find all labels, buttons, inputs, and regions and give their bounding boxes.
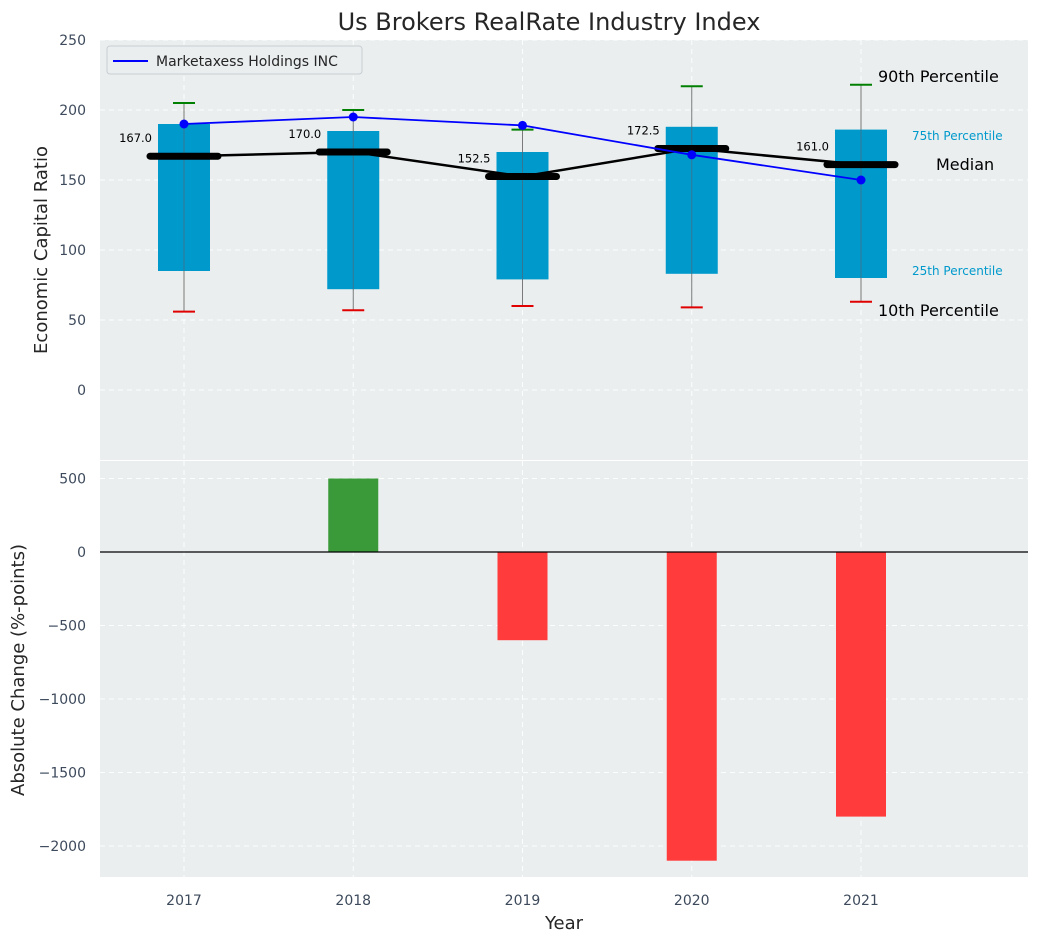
annotation-25th-percentile: 25th Percentile xyxy=(912,264,1003,278)
change-bar xyxy=(328,478,379,552)
x-tick-label: 2019 xyxy=(505,893,541,909)
x-tick-label: 2018 xyxy=(335,893,371,909)
top-y-tick-label: 0 xyxy=(77,383,86,399)
median-value-label: 172.5 xyxy=(627,124,660,138)
bottom-plot-area xyxy=(100,461,1028,877)
bottom-panel: 500 0 −500 −1000 −1500 −2000 2017 2018 2019 2020… xyxy=(8,461,1028,934)
median-value-label: 167.0 xyxy=(119,131,152,145)
top-y-tick-label: 200 xyxy=(59,103,86,119)
bottom-y-tick-label: −1000 xyxy=(39,692,86,708)
median-value-label: 170.0 xyxy=(288,127,321,141)
series-lines xyxy=(146,112,899,185)
company-series-point xyxy=(687,150,697,160)
legend-box xyxy=(106,45,363,75)
median-value-label: 161.0 xyxy=(796,140,829,154)
change-bar xyxy=(666,552,717,861)
company-series-point xyxy=(179,119,189,129)
bottom-y-tick-labels: 500 0 −500 −1000 −1500 −2000 xyxy=(39,472,86,856)
median-value-labels: 167.0 170.0 152.5 172.5 161.0 xyxy=(119,124,829,166)
change-bars xyxy=(328,478,886,861)
box-plots xyxy=(158,83,887,313)
annotation-median: Median xyxy=(936,155,994,174)
company-series-point xyxy=(348,112,358,122)
annotation-10th-percentile: 10th Percentile xyxy=(878,301,999,320)
company-series-point xyxy=(518,120,527,130)
top-y-tick-label: 50 xyxy=(68,313,86,329)
legend: Marketaxess Holdings INC xyxy=(106,45,363,75)
chart-title: Us Brokers RealRate Industry Index xyxy=(338,8,761,36)
bottom-y-tick-label: −1500 xyxy=(39,766,86,782)
change-bar xyxy=(836,552,886,817)
top-y-tick-label: 100 xyxy=(59,243,86,259)
top-y-tick-label: 150 xyxy=(59,173,86,189)
annotation-90th-percentile: 90th Percentile xyxy=(878,67,999,86)
change-bar xyxy=(497,552,548,641)
annotation-75th-percentile: 75th Percentile xyxy=(912,129,1003,143)
top-y-tick-label: 250 xyxy=(59,33,86,49)
company-series-point xyxy=(856,175,866,185)
bottom-y-tick-label: 500 xyxy=(59,472,86,488)
bottom-y-tick-label: 0 xyxy=(77,545,86,561)
top-y-tick-labels: 0 50 100 150 200 250 xyxy=(59,33,86,399)
legend-label-company: Marketaxess Holdings INC xyxy=(156,54,338,70)
percentile-annotations: 90th Percentile 75th Percentile Median 2… xyxy=(878,67,1003,320)
x-axis-label: Year xyxy=(544,913,584,934)
top-panel: 0 50 100 150 200 250 167.0 170.0 152.5 172.5 161.… xyxy=(31,8,1028,460)
top-y-axis-label: Economic Capital Ratio xyxy=(31,146,52,354)
bottom-y-tick-label: −500 xyxy=(48,619,86,635)
x-tick-labels: 2017 2018 2019 2020 2021 xyxy=(166,893,879,909)
median-value-label: 152.5 xyxy=(458,152,491,166)
x-tick-label: 2017 xyxy=(166,893,202,909)
bottom-y-axis-label: Absolute Change (%-points) xyxy=(8,544,29,796)
x-tick-label: 2021 xyxy=(843,893,879,909)
x-tick-label: 2020 xyxy=(674,893,710,909)
bottom-y-tick-label: −2000 xyxy=(39,839,86,855)
